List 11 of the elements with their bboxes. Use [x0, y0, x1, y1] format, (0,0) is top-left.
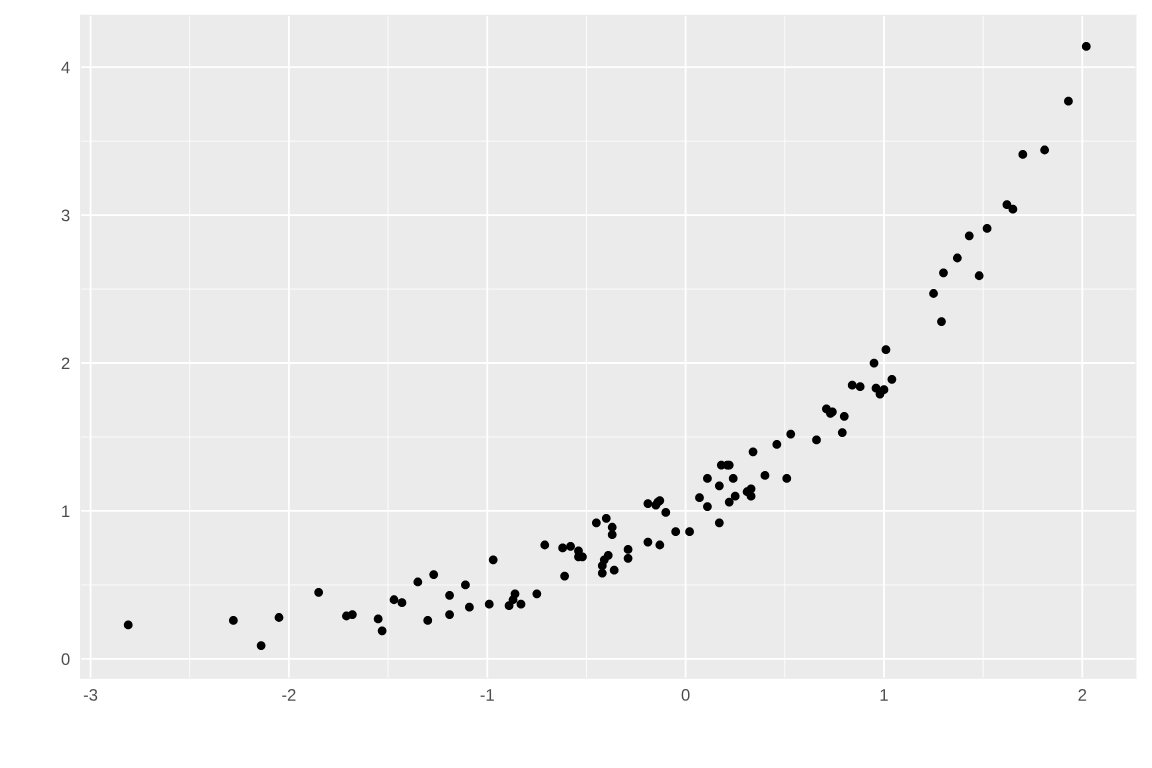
y-tick-label: 2 [61, 357, 70, 370]
y-tick-label: 3 [61, 209, 70, 222]
x-tick-label: 0 [681, 689, 690, 701]
y-tick-label: 0 [61, 653, 70, 666]
x-tick-label: 2 [1078, 689, 1087, 701]
y-tick-label: 1 [62, 505, 70, 518]
x-tick-label: -2 [282, 689, 296, 701]
x-tick-label: -3 [83, 689, 98, 701]
x-tick-label: -1 [480, 689, 494, 701]
x-tick-label: 1 [880, 689, 888, 701]
y-tick-label: 4 [61, 61, 70, 74]
